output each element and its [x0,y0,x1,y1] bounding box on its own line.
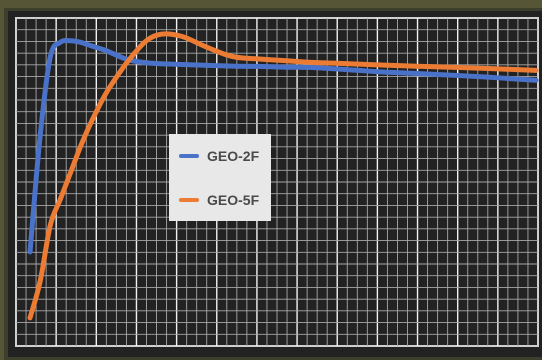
legend-item-geo-2f: GEO-2F [179,146,259,166]
legend-label-geo-5f: GEO-5F [207,192,260,208]
series-layer [27,31,539,321]
series-line-geo-5f [27,31,539,321]
legend: GEO-2F GEO-5F [169,134,271,221]
legend-swatch-geo-2f [179,154,199,158]
series-line-geo-2f [27,37,539,255]
plot-area [8,11,542,357]
legend-swatch-geo-5f [179,198,199,202]
legend-label-geo-2f: GEO-2F [207,148,260,164]
legend-item-geo-5f: GEO-5F [179,190,259,210]
